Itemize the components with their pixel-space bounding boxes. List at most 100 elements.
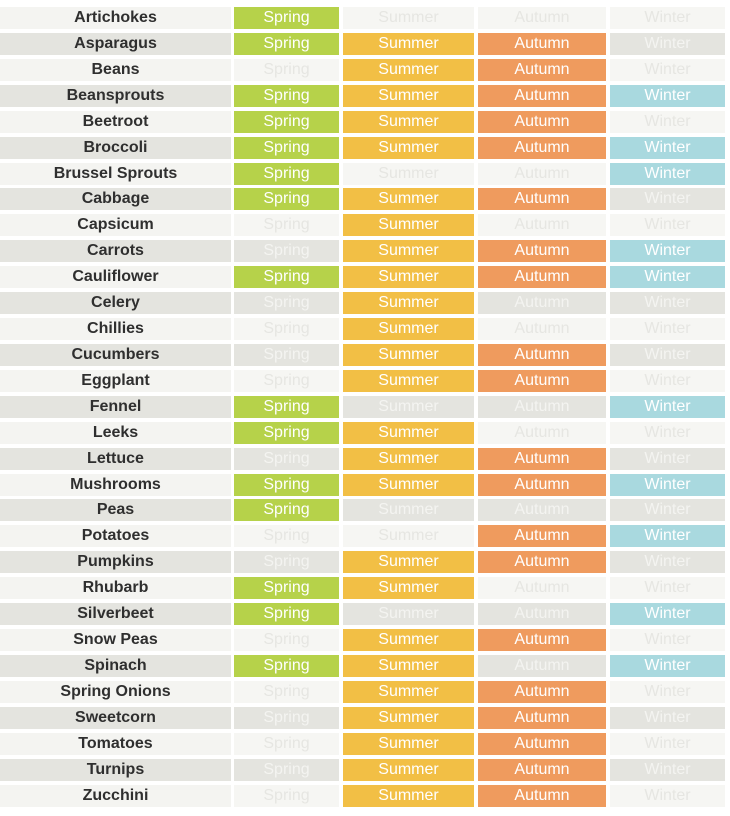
spring-season-cell: Spring — [234, 499, 339, 522]
summer-season-cell: Summer — [343, 343, 474, 366]
table-row: Tomatoes Spring Summer Autumn Winter — [0, 732, 730, 755]
winter-season-cell: Winter — [610, 7, 725, 29]
summer-season-cell: Summer — [343, 447, 474, 470]
spring-season-cell: Spring — [234, 343, 339, 366]
summer-season-cell: Summer — [343, 551, 474, 574]
vegetable-name: Beansprouts — [0, 84, 231, 107]
table-row: Chillies Spring Summer Autumn Winter — [0, 318, 730, 341]
summer-season-cell: Summer — [343, 188, 474, 211]
summer-season-cell: Summer — [343, 421, 474, 444]
table-row: Cucumbers Spring Summer Autumn Winter — [0, 343, 730, 366]
vegetable-name: Potatoes — [0, 525, 231, 548]
vegetable-name: Brussel Sprouts — [0, 162, 231, 185]
autumn-season-cell: Autumn — [478, 369, 606, 392]
winter-season-cell: Winter — [610, 214, 725, 237]
autumn-season-cell: Autumn — [478, 655, 606, 677]
spring-season-cell: Spring — [234, 680, 339, 703]
table-row: Mushrooms Spring Summer Autumn Winter — [0, 473, 730, 496]
vegetable-name: Artichokes — [0, 7, 231, 29]
winter-season-cell: Winter — [610, 525, 725, 548]
autumn-season-cell: Autumn — [478, 162, 606, 185]
summer-season-cell: Summer — [343, 7, 474, 29]
table-row: Pumpkins Spring Summer Autumn Winter — [0, 551, 730, 574]
vegetable-name: Spring Onions — [0, 680, 231, 703]
summer-season-cell: Summer — [343, 603, 474, 626]
vegetable-name: Zucchini — [0, 784, 231, 807]
winter-season-cell: Winter — [610, 188, 725, 211]
winter-season-cell: Winter — [610, 58, 725, 81]
autumn-season-cell: Autumn — [478, 110, 606, 133]
autumn-season-cell: Autumn — [478, 292, 606, 315]
spring-season-cell: Spring — [234, 7, 339, 29]
table-row: Carrots Spring Summer Autumn Winter — [0, 240, 730, 263]
winter-season-cell: Winter — [610, 603, 725, 626]
table-row: Eggplant Spring Summer Autumn Winter — [0, 369, 730, 392]
summer-season-cell: Summer — [343, 732, 474, 755]
summer-season-cell: Summer — [343, 473, 474, 496]
spring-season-cell: Spring — [234, 577, 339, 600]
vegetable-name: Peas — [0, 499, 231, 522]
vegetable-name: Asparagus — [0, 32, 231, 55]
table-row: Beetroot Spring Summer Autumn Winter — [0, 110, 730, 133]
vegetable-name: Leeks — [0, 421, 231, 444]
summer-season-cell: Summer — [343, 84, 474, 107]
table-row: Artichokes Spring Summer Autumn Winter — [0, 7, 730, 29]
spring-season-cell: Spring — [234, 32, 339, 55]
spring-season-cell: Spring — [234, 603, 339, 626]
winter-season-cell: Winter — [610, 447, 725, 470]
summer-season-cell: Summer — [343, 395, 474, 418]
table-row: Spring Onions Spring Summer Autumn Winter — [0, 680, 730, 703]
table-row: Leeks Spring Summer Autumn Winter — [0, 421, 730, 444]
summer-season-cell: Summer — [343, 577, 474, 600]
spring-season-cell: Spring — [234, 162, 339, 185]
spring-season-cell: Spring — [234, 447, 339, 470]
winter-season-cell: Winter — [610, 343, 725, 366]
spring-season-cell: Spring — [234, 655, 339, 677]
vegetable-name: Mushrooms — [0, 473, 231, 496]
winter-season-cell: Winter — [610, 421, 725, 444]
spring-season-cell: Spring — [234, 758, 339, 781]
table-row: Fennel Spring Summer Autumn Winter — [0, 395, 730, 418]
spring-season-cell: Spring — [234, 551, 339, 574]
winter-season-cell: Winter — [610, 655, 725, 677]
vegetable-name: Chillies — [0, 318, 231, 341]
summer-season-cell: Summer — [343, 499, 474, 522]
vegetable-name: Carrots — [0, 240, 231, 263]
summer-season-cell: Summer — [343, 214, 474, 237]
autumn-season-cell: Autumn — [478, 706, 606, 729]
winter-season-cell: Winter — [610, 551, 725, 574]
autumn-season-cell: Autumn — [478, 603, 606, 626]
summer-season-cell: Summer — [343, 525, 474, 548]
autumn-season-cell: Autumn — [478, 784, 606, 807]
summer-season-cell: Summer — [343, 318, 474, 341]
table-row: Snow Peas Spring Summer Autumn Winter — [0, 629, 730, 652]
winter-season-cell: Winter — [610, 266, 725, 289]
table-row: Rhubarb Spring Summer Autumn Winter — [0, 577, 730, 600]
winter-season-cell: Winter — [610, 680, 725, 703]
autumn-season-cell: Autumn — [478, 84, 606, 107]
table-row: Lettuce Spring Summer Autumn Winter — [0, 447, 730, 470]
spring-season-cell: Spring — [234, 58, 339, 81]
summer-season-cell: Summer — [343, 266, 474, 289]
autumn-season-cell: Autumn — [478, 421, 606, 444]
summer-season-cell: Summer — [343, 58, 474, 81]
spring-season-cell: Spring — [234, 188, 339, 211]
spring-season-cell: Spring — [234, 706, 339, 729]
spring-season-cell: Spring — [234, 421, 339, 444]
autumn-season-cell: Autumn — [478, 473, 606, 496]
winter-season-cell: Winter — [610, 110, 725, 133]
spring-season-cell: Spring — [234, 525, 339, 548]
winter-season-cell: Winter — [610, 240, 725, 263]
autumn-season-cell: Autumn — [478, 240, 606, 263]
vegetable-name: Sweetcorn — [0, 706, 231, 729]
spring-season-cell: Spring — [234, 266, 339, 289]
autumn-season-cell: Autumn — [478, 680, 606, 703]
summer-season-cell: Summer — [343, 784, 474, 807]
spring-season-cell: Spring — [234, 784, 339, 807]
winter-season-cell: Winter — [610, 318, 725, 341]
table-row: Peas Spring Summer Autumn Winter — [0, 499, 730, 522]
vegetable-name: Celery — [0, 292, 231, 315]
summer-season-cell: Summer — [343, 32, 474, 55]
winter-season-cell: Winter — [610, 292, 725, 315]
autumn-season-cell: Autumn — [478, 629, 606, 652]
